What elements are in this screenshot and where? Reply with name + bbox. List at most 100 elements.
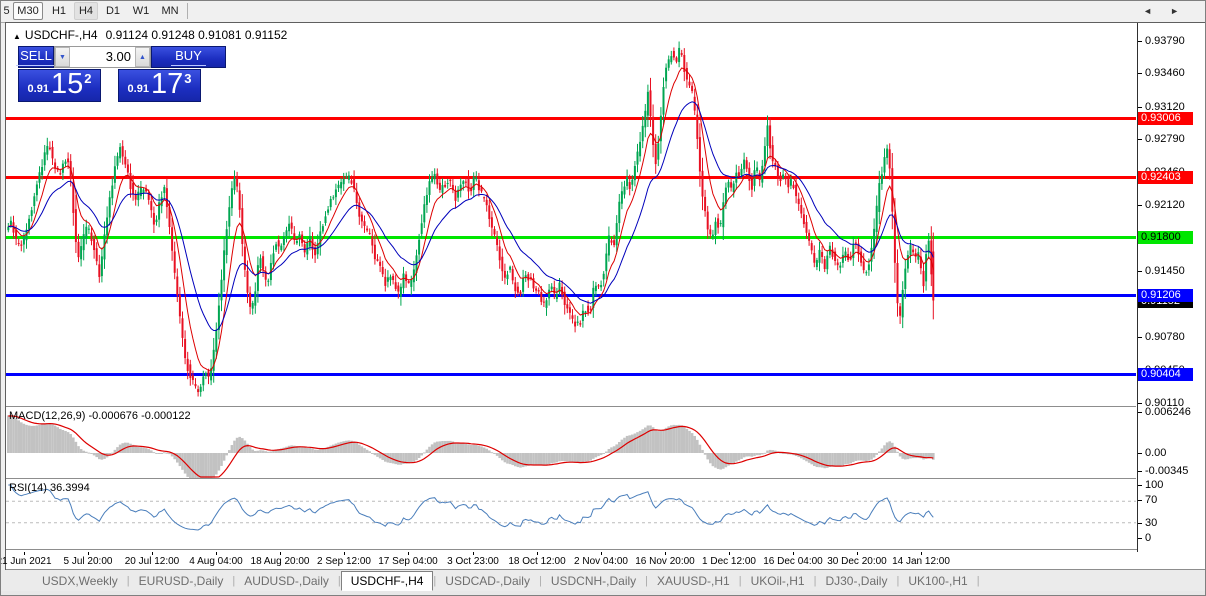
macd-histogram-bar [181,453,184,470]
tab-uk100-h1[interactable]: UK100-,H1 [908,573,968,588]
buy-button[interactable]: BUY [151,46,226,68]
candle-body [654,143,657,165]
candle-body [628,182,631,189]
candle-body [152,212,155,225]
macd-histogram-bar [675,425,678,453]
sell-button[interactable]: SELL [16,46,56,68]
tab-usdcad-daily[interactable]: USDCAD-,Daily [445,573,530,588]
timeframe-button-h4[interactable]: H4 [74,2,98,20]
volume-decrease-button[interactable]: ▼ [55,47,70,67]
tab-usdcnh-daily[interactable]: USDCNH-,Daily [550,573,637,588]
buy-price-display[interactable]: 0.91 17 3 [118,69,201,102]
time-tick-label: 3 Oct 23:00 [447,556,499,567]
tab-eurusd-daily[interactable]: EURUSD-,Daily [138,573,224,588]
candle-body [85,226,88,239]
macd-indicator-pane[interactable]: MACD(12,26,9) -0.000676 -0.000122 [6,409,1136,478]
macd-histogram-bar [488,450,491,453]
macd-histogram-bar [157,453,161,454]
volume-input[interactable]: 3.00 [70,47,135,67]
timeframe-button-d1[interactable]: D1 [105,5,121,17]
time-tick-label: 4 Aug 04:00 [189,556,243,567]
candle-body [366,228,369,231]
candle-body [82,234,85,251]
macd-histogram-bar [524,453,527,467]
collapse-triangle-icon[interactable]: ▲ [13,32,21,41]
volume-increase-button[interactable]: ▲ [135,47,150,67]
macd-histogram-bar [846,453,850,464]
macd-histogram-bar [480,446,483,453]
candlestick-canvas[interactable] [6,23,1136,406]
macd-histogram-bar [495,453,499,456]
macd-histogram-bar [649,425,652,453]
macd-histogram-bar [319,449,322,453]
tab-usdx-weekly[interactable]: USDX,Weekly [42,573,118,588]
candle-body [867,264,870,271]
tab-xauusd-h1[interactable]: XAUUSD-,H1 [657,573,730,588]
macd-canvas[interactable] [6,409,1136,478]
timeframe-button-5[interactable]: 5 [3,5,10,17]
tab-ukoil-h1[interactable]: UKOil-,H1 [750,573,805,588]
candle-body [212,349,215,371]
macd-histogram-bar [391,453,395,464]
time-axis[interactable]: 21 Jun 2021 5 Jul 20:00 20 Jul 12:00 4 Aug … [1,552,1205,570]
candle-body [639,141,642,157]
tab-scroll-left-icon[interactable]: ◄ [1143,6,1171,16]
candle-body [282,236,285,246]
macd-histogram-bar [326,446,330,453]
macd-histogram-bar [168,453,171,455]
timeframe-button-mn[interactable]: MN [161,5,179,17]
macd-histogram-bar [742,453,746,458]
macd-histogram-bar [810,453,813,465]
candle-body [412,269,415,283]
macd-histogram-bar [638,430,642,453]
timeframe-button-w1[interactable]: W1 [132,5,150,17]
timeframe-button-h1[interactable]: H1 [51,5,67,17]
macd-label: MACD(12,26,9) -0.000676 -0.000122 [9,410,191,422]
candle-body [925,254,928,282]
axis-tick-mark [1138,403,1142,404]
macd-histogram-bar [118,444,122,453]
macd-histogram-bar [641,429,644,453]
candle-body [568,307,571,313]
sell-price-big: 15 [50,68,84,100]
macd-histogram-bar [904,453,907,460]
candle-body [327,209,330,213]
candle-body [732,183,735,193]
candle-body [145,188,148,192]
candle-body [566,304,569,309]
candle-body [142,189,145,194]
macd-histogram-bar [155,453,158,454]
candle-body [30,210,33,217]
macd-histogram-bar [420,453,423,456]
macd-histogram-bar [303,447,306,453]
sell-price-display[interactable]: 0.91 15 2 [18,69,101,102]
timeframe-button-m30[interactable]: M30 [13,2,43,20]
macd-histogram-bar [592,453,595,459]
macd-histogram-bar [69,434,72,453]
tab-dj30-daily[interactable]: DJ30-,Daily [825,573,888,588]
macd-histogram-bar [334,443,338,453]
candle-body [821,251,824,257]
candle-body [680,53,683,55]
axis-tick-mark [1138,271,1142,272]
macd-histogram-bar [581,453,585,463]
rsi-indicator-pane[interactable]: RSI(14) 36.3994 [6,481,1136,549]
candle-body [363,221,366,226]
candle-body [251,302,254,309]
macd-histogram-bar [212,453,215,478]
candle-body [431,176,434,182]
tab-scroll-right-icon[interactable]: ► [1170,6,1197,16]
macd-histogram-bar [636,432,639,453]
candle-body [176,276,179,296]
tab-usdchf-h4[interactable]: USDCHF-,H4 [340,570,434,591]
tab-audusd-daily[interactable]: AUDUSD-,Daily [244,573,329,588]
candle-body [631,179,634,185]
rsi-canvas[interactable] [6,481,1136,549]
candle-body [160,197,163,207]
candle-body [119,147,122,159]
price-axis[interactable]: 0.937900.934600.931200.927900.924600.921… [1137,23,1205,569]
candle-body [719,223,722,225]
candle-body [727,181,730,188]
macd-histogram-bar [579,453,582,464]
candle-body [228,207,231,227]
